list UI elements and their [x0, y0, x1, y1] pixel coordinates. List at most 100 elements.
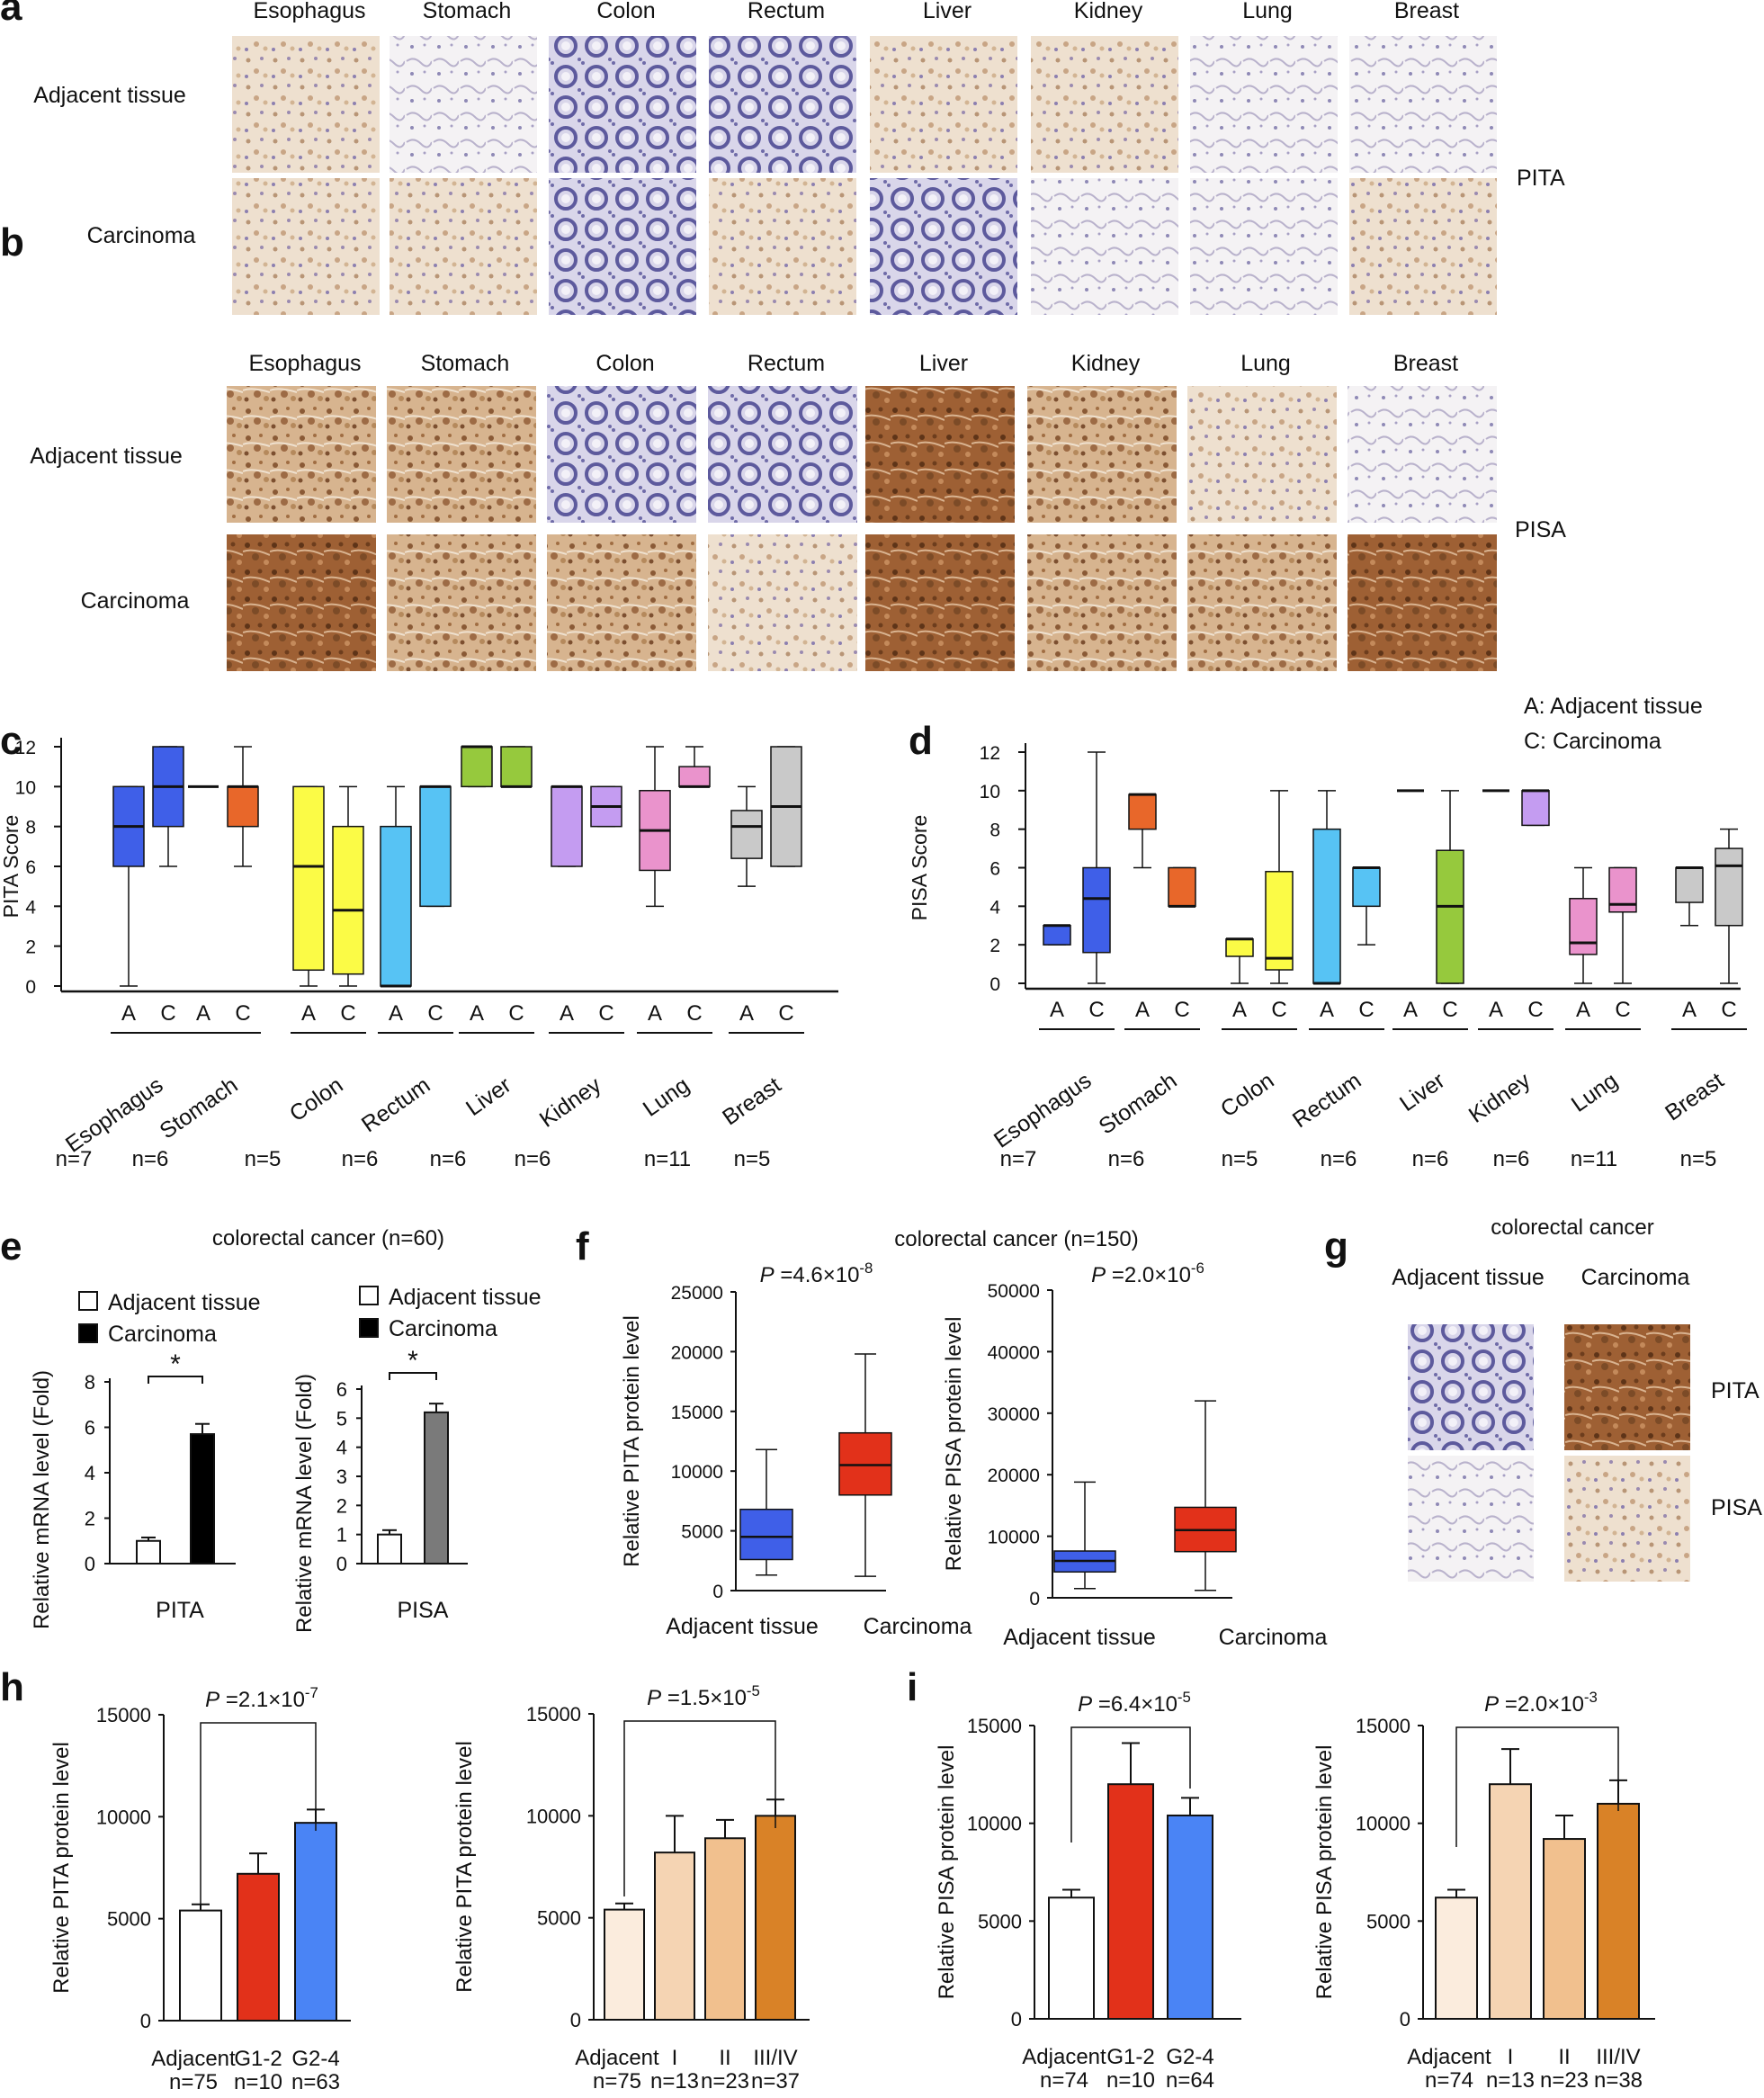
group-count: n=6 [430, 1147, 467, 1171]
marker-label-pita: PITA [1517, 166, 1565, 191]
box-liver-C [500, 746, 533, 788]
ihc-image-adjacent-lung [1190, 36, 1338, 173]
bar [1435, 1896, 1478, 2021]
y-tick-label: 5000 [1366, 1910, 1410, 1932]
box-rectum-A [380, 785, 412, 988]
x-count-label: n=38 [1594, 2068, 1643, 2093]
ac-label-a: A [196, 1001, 210, 1026]
legend-swatch-carcinoma [78, 1323, 98, 1343]
y-tick-label: 30000 [988, 1404, 1040, 1425]
legend-text-adjacent: Adjacent tissue [108, 1290, 261, 1315]
ihc-image-adjacent-lung [1187, 386, 1337, 523]
significance-star: * [170, 1349, 181, 1379]
box-stomach-C [227, 746, 259, 867]
group-label: Kidney [535, 1072, 606, 1133]
ihc-image-adjacent-colon [547, 386, 696, 523]
tissue-header-a: Kidney [1074, 0, 1143, 23]
box [678, 766, 711, 788]
ihc-image-adjacent-colon [549, 36, 696, 173]
ihc-image-adjacent-kidney [1027, 386, 1177, 523]
y-tick-label: 6 [25, 857, 36, 878]
box [227, 785, 259, 828]
panel-g-title: colorectal cancer [1491, 1215, 1653, 1240]
tissue-header-b: Stomach [421, 351, 510, 376]
ihc-image-adjacent-pisa [1408, 1456, 1534, 1582]
y-axis-label: Relative PITA protein level [620, 1315, 644, 1567]
y-tick-label: 20000 [988, 1466, 1040, 1486]
y-tick-label: 4 [989, 897, 1000, 918]
box [332, 825, 364, 975]
p-value: P =2.0×10-6 [1091, 1260, 1204, 1287]
significance-bracket [623, 1720, 776, 1896]
y-tick-label: 0 [25, 977, 36, 998]
y-tick-label: 0 [712, 1582, 723, 1602]
tissue-header-b: Colon [595, 351, 654, 376]
box [1715, 847, 1743, 927]
x-count-label: n=74 [1040, 2068, 1088, 2093]
box [461, 746, 493, 788]
x-category-label: Adjacent [1407, 2045, 1491, 2069]
y-tick-label: 5000 [537, 1907, 581, 1930]
ac-label-c: C [508, 1001, 524, 1026]
x-count-label: n=23 [1540, 2068, 1589, 2093]
panel-f-title: colorectal cancer (n=150) [894, 1227, 1138, 1251]
y-tick-label: 8 [989, 820, 1000, 841]
col-label-adjacent: Adjacent tissue [1392, 1265, 1545, 1290]
chart-panel-i-grade: 0 5000 10000 15000 Relative PISA protein lev… [935, 1689, 1241, 2093]
panel-letter-i: i [907, 1665, 918, 1709]
bar [1167, 1814, 1213, 2021]
group-label: Kidney [1464, 1068, 1536, 1128]
y-tick-label: 15000 [671, 1403, 723, 1423]
box-colon-C [332, 785, 364, 987]
box [1352, 866, 1381, 908]
x-count-label: n=63 [291, 2070, 340, 2094]
group-label: Stomach [156, 1072, 243, 1144]
y-tick-label: 2 [25, 937, 36, 958]
panel-letter-d: d [909, 719, 933, 763]
x-category-label: Carcinoma [1219, 1625, 1328, 1650]
box [292, 785, 325, 972]
x-category-label: G1-2 [234, 2047, 282, 2071]
x-category-label: I [1508, 2045, 1514, 2069]
group-count: n=5 [734, 1147, 771, 1171]
chart-panel-e-1: 0 2 4 6 8 Relative mRNA level (Fold) * PITA Adja… [30, 1290, 261, 1629]
box-rectum-A [1312, 790, 1341, 985]
y-tick-label: 8 [25, 818, 36, 838]
x-count-label: n=37 [751, 2069, 800, 2094]
ac-label-c: C [1442, 998, 1457, 1022]
y-axis-label: PITA Score [0, 815, 22, 919]
group-count: n=6 [342, 1147, 379, 1171]
box [419, 785, 452, 908]
x-count-label: n=75 [169, 2070, 218, 2094]
ihc-image-carcinoma-breast [1349, 178, 1497, 315]
y-tick-label: 50000 [988, 1281, 1040, 1302]
y-tick-label: 2 [336, 1494, 347, 1517]
significance-bracket [1070, 1726, 1191, 1842]
ac-label-a: A [1135, 998, 1150, 1022]
x-count-label: n=10 [234, 2070, 282, 2094]
p-value: P =2.0×10-3 [1484, 1689, 1598, 1717]
tissue-header-a: Colon [596, 0, 655, 23]
y-tick-label: 15000 [1356, 1715, 1410, 1737]
x-count-label: n=74 [1425, 2068, 1473, 2093]
y-tick-label: 12 [980, 743, 1000, 764]
group-count: n=7 [1000, 1147, 1037, 1171]
x-category-label: I [672, 2046, 678, 2070]
box-colon-C [1265, 790, 1294, 984]
group-label: Esophagus [989, 1068, 1097, 1153]
y-tick-label: 5 [336, 1407, 347, 1430]
box [380, 825, 412, 987]
group-label: Colon [285, 1072, 348, 1126]
panel-letter-b: b [0, 220, 24, 264]
bar [179, 1909, 222, 2022]
ac-label-a: A [389, 1001, 403, 1026]
y-tick-label: 3 [336, 1466, 347, 1488]
tissue-header-b: Kidney [1071, 351, 1141, 376]
x-category-label: Adjacent [1022, 2045, 1106, 2069]
group-label: Lung [1567, 1068, 1623, 1117]
ihc-image-carcinoma-pita [1564, 1324, 1690, 1450]
bar-adjacent [377, 1533, 402, 1565]
ihc-image-carcinoma-stomach [390, 178, 537, 315]
box-breast-A [1675, 866, 1704, 927]
